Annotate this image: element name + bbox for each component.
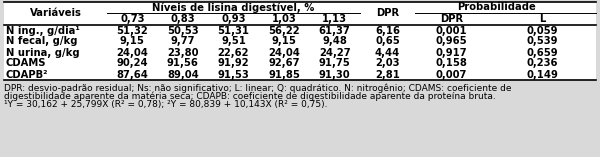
Text: ¹Y = 30,162 + 25,799X (R² = 0,78); ²Y = 80,839 + 10,143X (R² = 0,75).: ¹Y = 30,162 + 25,799X (R² = 0,78); ²Y = …	[4, 100, 328, 108]
Text: Variáveis: Variáveis	[29, 8, 82, 19]
Text: 91,75: 91,75	[319, 59, 350, 68]
Text: 50,53: 50,53	[167, 25, 199, 35]
Text: 0,007: 0,007	[436, 70, 467, 79]
Text: 92,67: 92,67	[268, 59, 300, 68]
Text: 0,659: 0,659	[526, 48, 558, 57]
Text: 9,51: 9,51	[221, 36, 246, 46]
Text: 4,44: 4,44	[375, 48, 400, 57]
Text: N fecal, g/kg: N fecal, g/kg	[6, 36, 77, 46]
Text: 23,80: 23,80	[167, 48, 199, 57]
Text: 91,56: 91,56	[167, 59, 199, 68]
Text: L: L	[539, 14, 545, 24]
Text: Níveis de lisina digestível, %: Níveis de lisina digestível, %	[152, 2, 314, 13]
Text: DPR: DPR	[376, 8, 399, 19]
Text: 91,92: 91,92	[218, 59, 250, 68]
Text: 61,37: 61,37	[319, 25, 350, 35]
Text: 0,149: 0,149	[526, 70, 558, 79]
Text: CDAMS: CDAMS	[6, 59, 47, 68]
Text: 9,15: 9,15	[272, 36, 296, 46]
Text: 87,64: 87,64	[116, 70, 148, 79]
Text: DPR: desvio-padrão residual; Ns: não significativo; L: linear; Q: quadrático. N:: DPR: desvio-padrão residual; Ns: não sig…	[4, 83, 511, 93]
Text: 9,15: 9,15	[120, 36, 145, 46]
Text: 0,917: 0,917	[436, 48, 467, 57]
Text: 2,81: 2,81	[375, 70, 400, 79]
Text: 0,059: 0,059	[526, 25, 558, 35]
Text: 90,24: 90,24	[116, 59, 148, 68]
Text: 6,16: 6,16	[375, 25, 400, 35]
Text: N urina, g/kg: N urina, g/kg	[6, 48, 80, 57]
Text: 0,965: 0,965	[436, 36, 467, 46]
Text: 9,48: 9,48	[322, 36, 347, 46]
Text: 0,65: 0,65	[375, 36, 400, 46]
Text: CDAPB²: CDAPB²	[6, 70, 49, 79]
FancyBboxPatch shape	[4, 2, 596, 80]
Text: N ing., g/dia¹: N ing., g/dia¹	[6, 25, 80, 35]
Text: digestibilidade aparente da matéria seca; CDAPB: coeficiente de digestibilidade : digestibilidade aparente da matéria seca…	[4, 91, 496, 101]
Text: 0,539: 0,539	[526, 36, 558, 46]
Text: 56,22: 56,22	[268, 25, 300, 35]
Text: 1,13: 1,13	[322, 14, 347, 24]
Text: Probabilidade: Probabilidade	[457, 3, 536, 13]
Text: 51,31: 51,31	[218, 25, 250, 35]
Text: 0,001: 0,001	[436, 25, 467, 35]
Text: 0,83: 0,83	[170, 14, 195, 24]
Text: 0,73: 0,73	[120, 14, 145, 24]
Text: 91,85: 91,85	[268, 70, 300, 79]
Text: DPR: DPR	[440, 14, 463, 24]
Text: 24,27: 24,27	[319, 48, 350, 57]
Text: 2,03: 2,03	[375, 59, 400, 68]
Text: 1,03: 1,03	[272, 14, 296, 24]
Text: 9,77: 9,77	[170, 36, 195, 46]
Text: 0,93: 0,93	[221, 14, 246, 24]
Text: 89,04: 89,04	[167, 70, 199, 79]
Text: 91,30: 91,30	[319, 70, 350, 79]
Text: 24,04: 24,04	[116, 48, 148, 57]
Text: 0,158: 0,158	[436, 59, 467, 68]
Text: 0,236: 0,236	[526, 59, 558, 68]
Text: 51,32: 51,32	[116, 25, 148, 35]
Text: 24,04: 24,04	[268, 48, 300, 57]
Text: 22,62: 22,62	[218, 48, 249, 57]
Text: 91,53: 91,53	[218, 70, 250, 79]
